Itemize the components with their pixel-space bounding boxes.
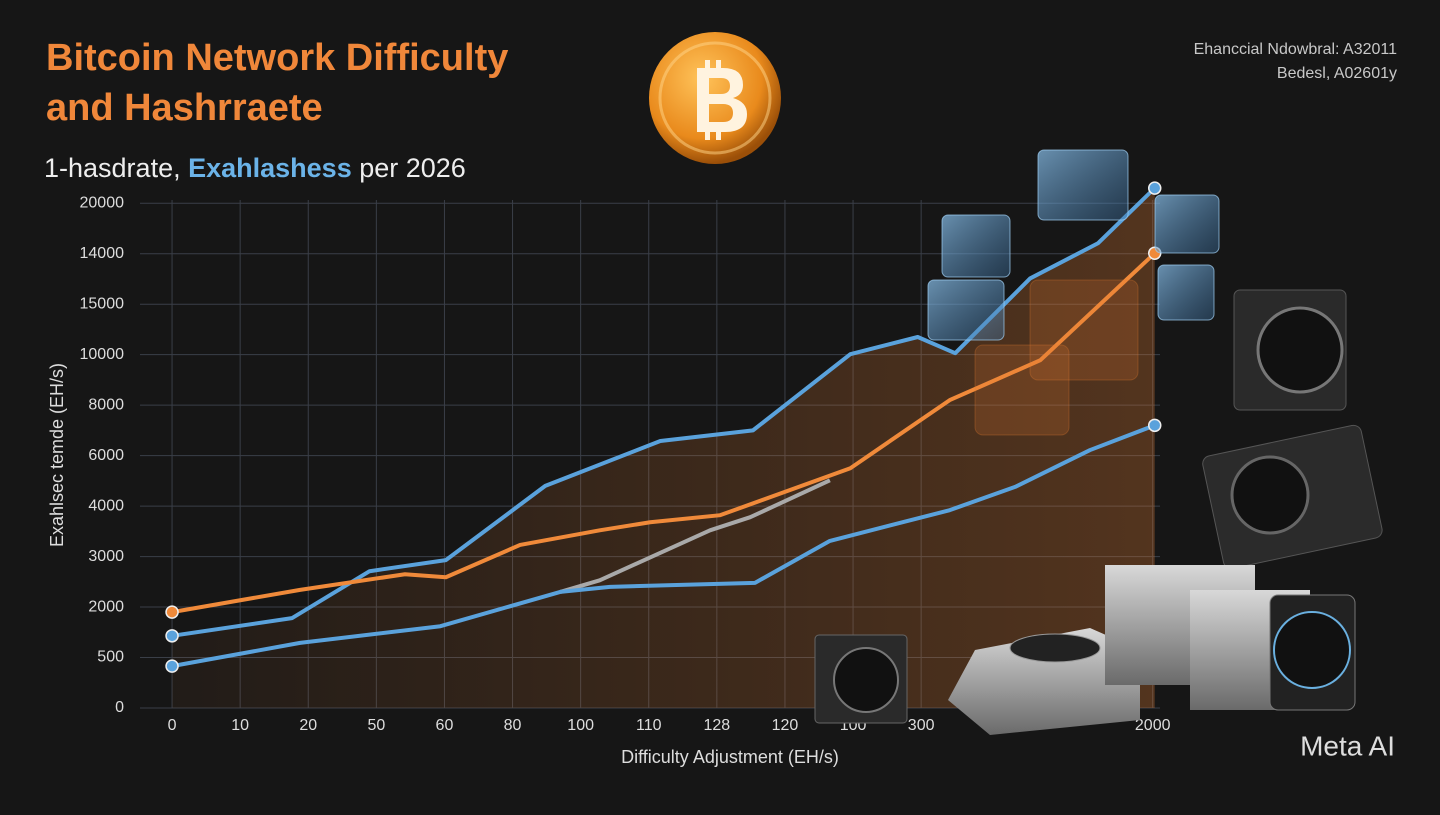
y-tick-label: 500 (97, 649, 124, 666)
y-tick-label: 14000 (80, 245, 125, 262)
x-tick-label: 60 (436, 717, 454, 734)
x-tick-label: 2000 (1135, 717, 1171, 734)
corner-note: Bedesl, A02601y (1277, 65, 1397, 82)
y-tick-label: 20000 (80, 194, 125, 211)
subtitle-part: 1-hasdrate, (44, 153, 181, 183)
cubes (927, 149, 1220, 436)
y-tick-label: 15000 (80, 295, 125, 312)
point (1147, 418, 1162, 433)
header: Bitcoin Network Difficulty and Hashrraete… (44, 37, 1397, 761)
subtitle-part: per 2026 (359, 153, 466, 183)
y-tick-label: 4000 (88, 497, 124, 514)
y-tick-label: 8000 (88, 396, 124, 413)
x-tick-label: 120 (772, 717, 799, 734)
x-tick-label: 110 (636, 717, 662, 734)
x-tick-label: 80 (504, 717, 522, 734)
y-tick-label: 6000 (88, 447, 124, 464)
x-tick-label: 50 (367, 717, 385, 734)
chart-title: and Hashrraete (46, 87, 323, 129)
subtitle: 1-hasdrate, Exahlashess per 2026 (44, 153, 466, 183)
y-tick-label: 0 (115, 699, 124, 716)
point (165, 659, 179, 673)
watermark: Meta AI (1300, 730, 1395, 761)
subtitle-part: Exahlashess (188, 153, 352, 183)
x-tick-label: 0 (168, 717, 177, 734)
x-tick-label: 100 (567, 717, 594, 734)
bitcoin-icon (649, 32, 781, 164)
point (1147, 181, 1162, 195)
point (165, 629, 179, 643)
x-tick-label: 20 (299, 717, 317, 734)
x-tick-label: 128 (703, 717, 730, 734)
hardware (814, 289, 1383, 735)
x-axis-title: Difficulty Adjustment (EH/s) (621, 747, 839, 767)
line (171, 423, 1156, 669)
line (171, 186, 1157, 638)
line (171, 251, 1157, 615)
y-axis-title: Exahlsec temde (EH/s) (47, 363, 67, 547)
area (172, 188, 1155, 709)
chart-title: Bitcoin Network Difficulty (46, 37, 508, 79)
corner-note: Ehanccial Ndowbral: A32011 (1194, 41, 1397, 58)
y-tick-label: 10000 (80, 346, 125, 363)
y-tick-label: 3000 (88, 548, 124, 565)
point (165, 605, 179, 619)
x-tick-label: 10 (231, 717, 249, 734)
line (559, 478, 831, 594)
plot: 0500200030004000600080001000015000140002… (47, 181, 1171, 767)
y-tick-label: 2000 (88, 598, 124, 615)
x-tick-label: 300 (908, 717, 935, 734)
